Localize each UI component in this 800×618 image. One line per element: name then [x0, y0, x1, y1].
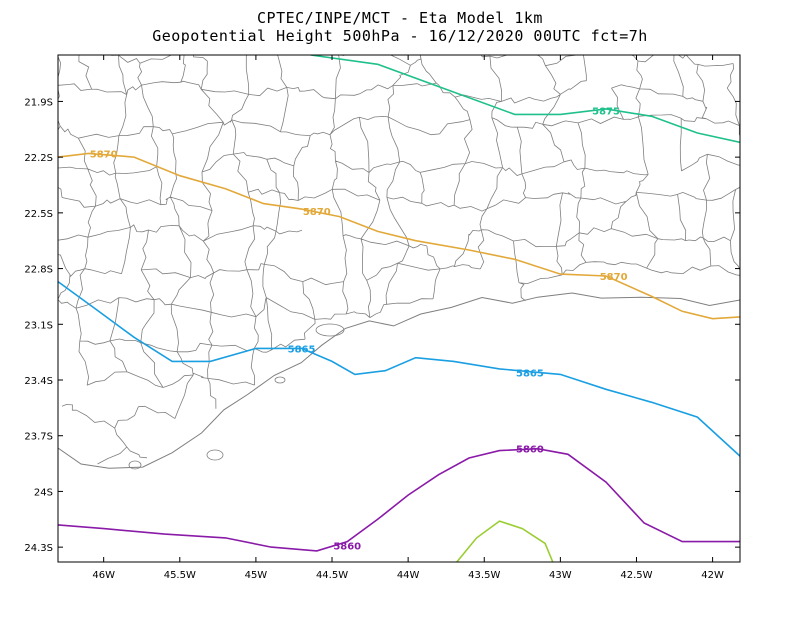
lat-tick-label: 24S [34, 487, 53, 498]
chart-subtitle: Geopotential Height 500hPa - 16/12/2020 … [152, 27, 648, 45]
lon-tick-label: 45.5W [164, 570, 196, 581]
contour-5875 [310, 55, 740, 144]
contour-5865 [58, 280, 740, 457]
plot-frame [57, 54, 741, 563]
lon-tick-label: 46W [92, 570, 115, 581]
lon-tick-label: 45W [245, 570, 268, 581]
contour-5870 [58, 152, 740, 320]
lat-tick-label: 23.1S [24, 320, 53, 331]
contour-lines [58, 55, 740, 562]
contour-label-5860: 5860 [333, 541, 361, 552]
lat-tick-label: 23.7S [24, 432, 53, 443]
lon-tick-label: 44.5W [316, 570, 348, 581]
island [274, 376, 286, 384]
lon-tick-label: 44W [397, 570, 420, 581]
axes: 46W 45.5W 45W 44.5W 44W 43.5W 43W 42.5W 42W 21.9S… [24, 55, 740, 581]
lat-tick-label: 22.5S [24, 209, 53, 220]
contour-label-5870: 5870 [90, 149, 118, 160]
contour-5860 [58, 447, 740, 552]
lon-tick-label: 43W [549, 570, 572, 581]
municipal-boundaries [58, 55, 740, 470]
contour-label-5870: 5870 [303, 207, 331, 218]
island [206, 449, 224, 461]
contour-label-5860: 5860 [516, 445, 544, 456]
contour-labels: 5875 5870 5870 5870 5865 5865 5860 5860 [90, 107, 628, 553]
contour-label-5875: 5875 [592, 107, 620, 118]
contour-label-5870: 5870 [600, 272, 628, 283]
chart-title: CPTEC/INPE/MCT - Eta Model 1km [257, 9, 543, 27]
lat-tick-label: 21.9S [24, 97, 53, 108]
lon-tick-label: 42W [701, 570, 724, 581]
lat-tick-label: 23.4S [24, 376, 53, 387]
lon-tick-label: 42.5W [620, 570, 652, 581]
contour-label-5865: 5865 [288, 344, 316, 355]
contour-label-5865: 5865 [516, 369, 544, 380]
island [128, 460, 142, 470]
contour-5855 [456, 520, 554, 562]
coastline [58, 292, 740, 469]
lat-tick-label: 22.8S [24, 265, 53, 276]
lat-tick-label: 24.3S [24, 543, 53, 554]
lon-tick-label: 43.5W [468, 570, 500, 581]
municipal-boundary-lines [58, 55, 740, 465]
lat-tick-label: 22.2S [24, 153, 53, 164]
island [315, 323, 345, 337]
